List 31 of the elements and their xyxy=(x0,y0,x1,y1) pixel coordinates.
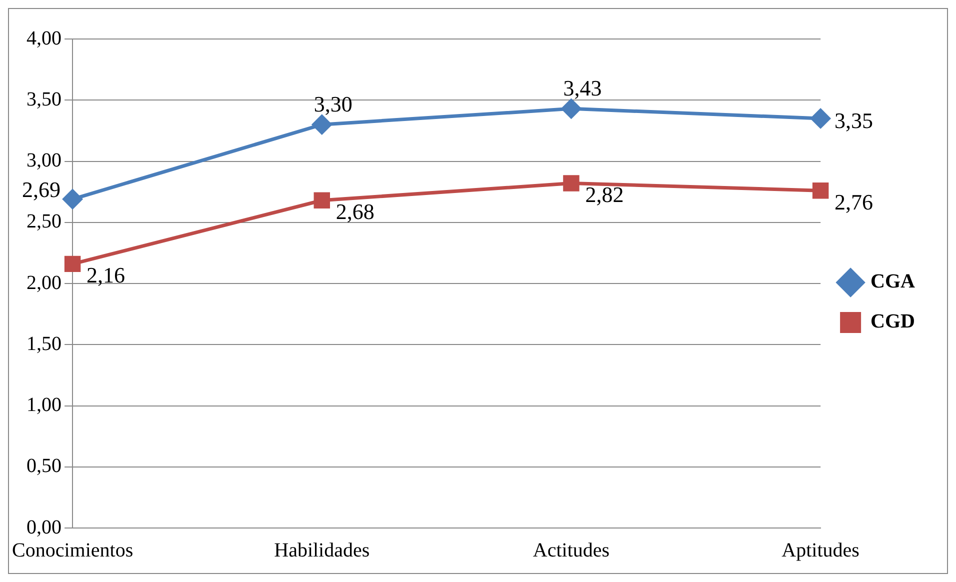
y-tick-label: 2,50 xyxy=(26,210,62,233)
point xyxy=(563,175,580,192)
y-tick-label: 2,00 xyxy=(26,272,62,294)
data-label: 2,16 xyxy=(86,262,126,288)
y-tick-label: 1,00 xyxy=(26,394,62,416)
data-label: 3,30 xyxy=(314,91,352,116)
point xyxy=(64,256,81,272)
y-tick-label: 4,00 xyxy=(26,27,62,50)
data-label: 2,76 xyxy=(834,189,874,214)
point xyxy=(314,192,330,208)
y-tick-label: 0,00 xyxy=(26,516,62,538)
data-label: 3,43 xyxy=(563,75,602,100)
y-tick-label: 3,50 xyxy=(26,88,62,110)
y-tick-label: 0,50 xyxy=(26,455,62,478)
point xyxy=(561,98,581,118)
x-tick-label: Aptitudes xyxy=(782,539,860,562)
point xyxy=(810,108,830,128)
y-tick-label: 3,00 xyxy=(26,150,62,172)
data-label: 3,35 xyxy=(834,108,874,134)
legend-label: CGD xyxy=(870,310,916,333)
point xyxy=(312,114,332,134)
x-tick-label: Habilidades xyxy=(274,539,370,562)
y-tick-label: 1,50 xyxy=(26,332,62,355)
point xyxy=(62,189,82,209)
data-label: 2,82 xyxy=(585,182,624,208)
data-label: 2,68 xyxy=(336,199,374,224)
x-tick-label: Actitudes xyxy=(532,539,610,562)
data-label: 2,69 xyxy=(22,176,61,202)
x-tick-label: Conocimientos xyxy=(12,539,134,562)
legend-label: CGA xyxy=(870,270,916,293)
point xyxy=(812,182,829,199)
